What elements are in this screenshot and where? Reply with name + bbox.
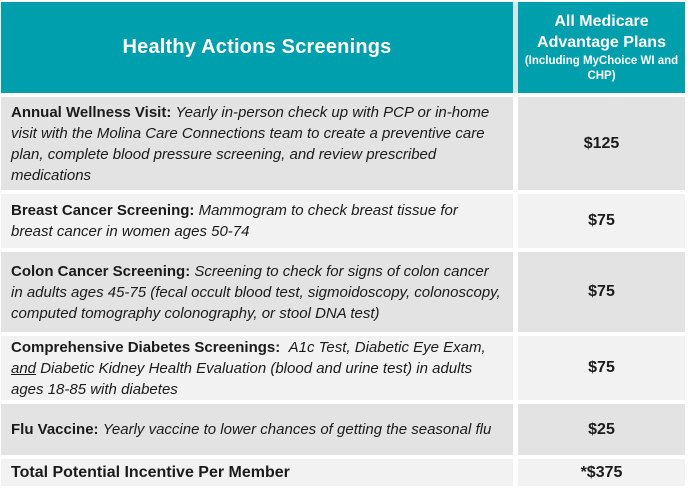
underlined-and: and (11, 359, 37, 377)
total-value-cell: *$375 (518, 459, 685, 486)
total-text: Total Potential Incentive Per Member (11, 462, 290, 483)
screening-detail: Mammogram to check breast tissue for bre… (11, 202, 458, 240)
screening-detail: Yearly in-person check up with PCP or in… (11, 103, 490, 184)
screening-description-cell: Comprehensive Diabetes Screenings: A1c T… (1, 336, 513, 400)
screening-label: Comprehensive Diabetes Screenings: (11, 338, 281, 356)
detail-part-1: A1c Test, Diabetic Eye Exam, (288, 338, 486, 356)
incentive-amount: $125 (583, 134, 620, 152)
total-label-cell: Total Potential Incentive Per Member (1, 459, 513, 486)
detail-part-2: Diabetic Kidney Health Evaluation (blood… (11, 359, 473, 398)
plans-column-title: All Medicare Advantage Plans (537, 13, 666, 51)
incentive-value-cell: $25 (518, 404, 685, 455)
screening-label: Annual Wellness Visit: (11, 103, 172, 121)
screening-label: Flu Vaccine: (11, 421, 99, 438)
incentive-value-cell: $125 (518, 97, 685, 190)
screening-detail: A1c Test, Diabetic Eye Exam, and Diabeti… (11, 339, 486, 398)
screening-label: Colon Cancer Screening: (11, 262, 191, 280)
table-row-total: Total Potential Incentive Per Member *$3… (1, 459, 685, 486)
incentive-amount: $75 (588, 359, 615, 376)
total-label: Total Potential Incentive Per Member (11, 464, 290, 481)
table-row-annual-wellness: Annual Wellness Visit: Yearly in-person … (1, 97, 685, 190)
table-header-row: Healthy Actions Screenings All Medicare … (1, 2, 685, 93)
screening-description-cell: Flu Vaccine: Yearly vaccine to lower cha… (1, 404, 513, 455)
header-cell-plans: All Medicare Advantage Plans (Including … (518, 2, 685, 93)
screening-description-cell: Colon Cancer Screening: Screening to che… (1, 252, 513, 332)
screening-detail: Yearly vaccine to lower chances of getti… (102, 421, 492, 438)
header-cell-screenings: Healthy Actions Screenings (1, 2, 513, 93)
screening-text: Comprehensive Diabetes Screenings: A1c T… (11, 337, 501, 400)
incentive-value-cell: $75 (518, 252, 685, 332)
incentive-amount: $75 (588, 283, 615, 300)
screening-text: Flu Vaccine: Yearly vaccine to lower cha… (11, 419, 491, 440)
incentive-amount: $25 (588, 420, 615, 438)
incentive-value-cell: $75 (518, 194, 685, 248)
screening-detail: Screening to check for signs of colon ca… (11, 262, 501, 322)
screening-label: Breast Cancer Screening: (11, 202, 195, 219)
table-row-colon-cancer: Colon Cancer Screening: Screening to che… (1, 252, 685, 332)
table-row-flu-vaccine: Flu Vaccine: Yearly vaccine to lower cha… (1, 404, 685, 455)
table-row-breast-cancer: Breast Cancer Screening: Mammogram to ch… (1, 194, 685, 248)
screening-description-cell: Breast Cancer Screening: Mammogram to ch… (1, 194, 513, 248)
screening-text: Colon Cancer Screening: Screening to che… (11, 261, 501, 324)
table-title: Healthy Actions Screenings (122, 36, 392, 58)
screening-text: Breast Cancer Screening: Mammogram to ch… (11, 200, 501, 242)
total-amount: *$375 (580, 463, 623, 481)
incentive-value-cell: $75 (518, 336, 685, 400)
incentive-amount: $75 (588, 212, 615, 229)
screening-text: Annual Wellness Visit: Yearly in-person … (11, 102, 501, 186)
table-row-diabetes-screenings: Comprehensive Diabetes Screenings: A1c T… (1, 336, 685, 400)
screening-description-cell: Annual Wellness Visit: Yearly in-person … (1, 97, 513, 190)
plans-column-subtitle: (Including MyChoice WI and CHP) (524, 55, 679, 82)
